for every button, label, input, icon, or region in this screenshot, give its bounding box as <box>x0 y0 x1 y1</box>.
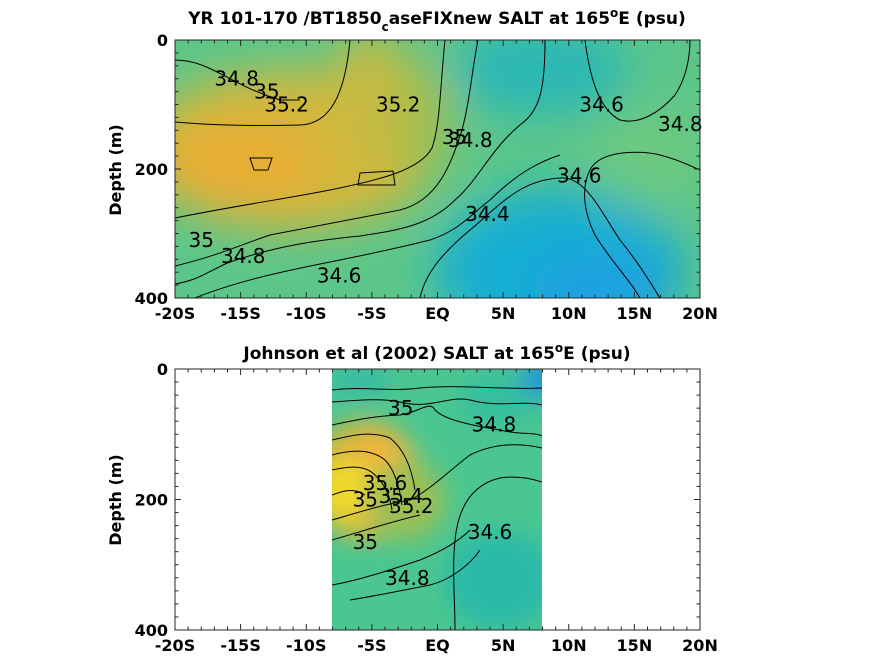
bottom-contour-label: 34.8 <box>385 566 430 590</box>
bottom-x-ticks: -20S -15S -10S -5S EQ 5N 10N 15N 20N <box>155 369 718 655</box>
top-x-tick-label: -10S <box>286 304 326 323</box>
top-y-axis-label: Depth (m) <box>106 124 125 216</box>
bottom-contour-label: 34.8 <box>472 412 517 436</box>
bottom-panel: Johnson et al (2002) SALT at 165oE (psu) <box>106 341 718 655</box>
top-contour-label: 34.8 <box>658 112 703 136</box>
bottom-y-ticks: 0 200 400 <box>135 360 700 640</box>
top-x-tick-label: 15N <box>617 304 653 323</box>
bottom-x-tick-label: 15N <box>617 636 653 655</box>
top-contour-label: 34.6 <box>579 93 624 117</box>
bottom-x-tick-label: -20S <box>155 636 195 655</box>
top-x-ticks: -20S -15S -10S -5S EQ 5N 10N 15N 20N <box>155 40 718 323</box>
top-panel: YR 101-170 /BT1850caseFIXnew SALT at 165… <box>106 6 718 323</box>
top-contour-label: 35 <box>254 80 279 104</box>
top-x-tick-label: 5N <box>491 304 516 323</box>
top-x-tick-label: 10N <box>551 304 587 323</box>
top-title: YR 101-170 /BT1850caseFIXnew SALT at 165… <box>187 6 686 34</box>
top-contour-label: 34.6 <box>317 263 362 287</box>
top-y-ticks: 0 200 400 <box>135 31 700 308</box>
top-contour-label: 35.2 <box>376 93 421 117</box>
bottom-title: Johnson et al (2002) SALT at 165oE (psu) <box>242 341 630 364</box>
bottom-x-tick-label: 20N <box>682 636 718 655</box>
bottom-x-tick-label: 10N <box>551 636 587 655</box>
top-contour-label: 35.2 <box>264 93 309 117</box>
bottom-x-tick-label: 5N <box>491 636 516 655</box>
bottom-contour-label: 35.4 <box>378 484 423 508</box>
bottom-contour-label: 35 <box>353 530 378 554</box>
bottom-contour-label: 35.2 <box>389 494 434 518</box>
top-y-tick-label: 200 <box>135 160 168 179</box>
bottom-y-tick-label: 400 <box>135 621 168 640</box>
top-x-tick-label: 20N <box>682 304 718 323</box>
bottom-contour-label: 35.6 <box>363 471 408 495</box>
top-contour-label: 34.8 <box>214 67 259 91</box>
top-contour-label: 34.4 <box>465 202 510 226</box>
top-x-tick-label: -15S <box>220 304 260 323</box>
bottom-y-axis-label: Depth (m) <box>106 454 125 546</box>
bottom-contour-lines <box>332 386 542 630</box>
bottom-contour-label: 35 <box>353 488 378 512</box>
top-contour-lines <box>175 40 700 298</box>
top-contour-label: 34.6 <box>557 163 602 187</box>
bottom-y-tick-label: 0 <box>157 360 168 379</box>
top-contour-label: 35 <box>442 125 467 149</box>
bottom-x-tick-label: -15S <box>220 636 260 655</box>
bottom-x-tick-label: EQ <box>425 636 450 655</box>
bottom-contour-label: 34.6 <box>468 520 513 544</box>
top-x-tick-label: -20S <box>155 304 195 323</box>
top-salinity-field <box>175 40 700 298</box>
top-x-tick-label: EQ <box>425 304 450 323</box>
top-x-tick-label: -5S <box>357 304 386 323</box>
bottom-x-tick-label: -10S <box>286 636 326 655</box>
top-y-tick-label: 400 <box>135 289 168 308</box>
bottom-x-tick-label: -5S <box>357 636 386 655</box>
top-contour-label: 35 <box>189 228 214 252</box>
bottom-y-tick-label: 200 <box>135 491 168 510</box>
bottom-contour-label: 35 <box>388 396 413 420</box>
top-contour-label: 34.8 <box>448 128 493 152</box>
top-y-tick-label: 0 <box>157 31 168 50</box>
top-contour-label: 34.8 <box>221 244 266 268</box>
